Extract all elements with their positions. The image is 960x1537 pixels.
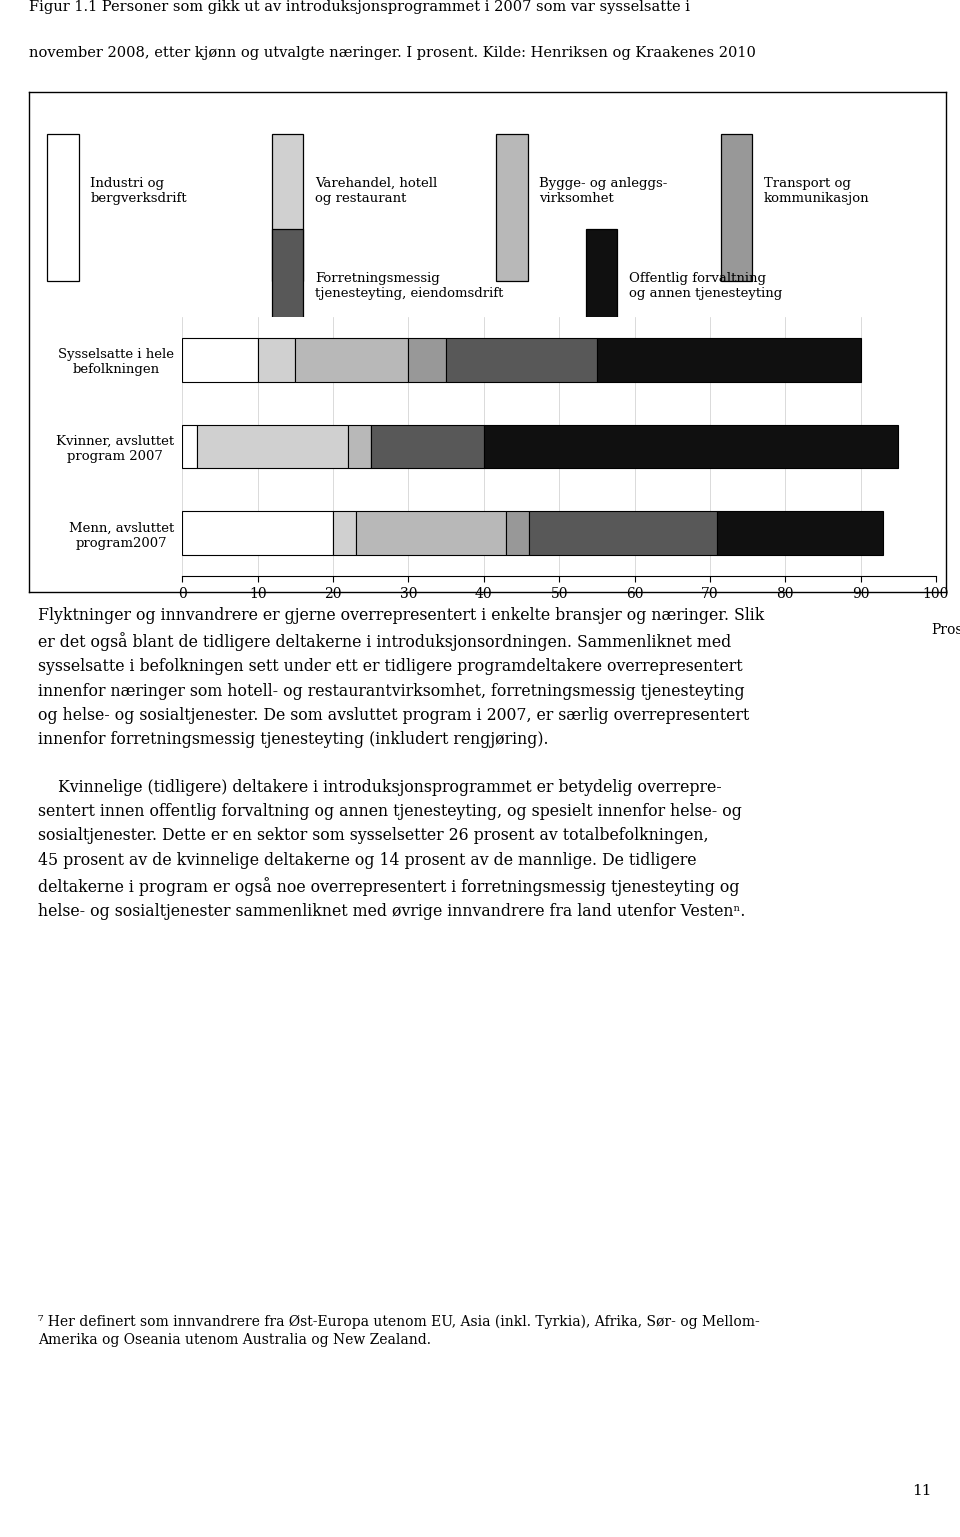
Text: Figur 1.1 Personer som gikk ut av introduksjonsprogrammet i 2007 som var syssels: Figur 1.1 Personer som gikk ut av introd… (29, 0, 690, 14)
Bar (446, 338, 597, 381)
Text: november 2008, etter kjønn og utvalgte næringer. I prosent. Kilde: Henriksen og : november 2008, etter kjønn og utvalgte n… (29, 46, 756, 60)
Bar (529, 512, 717, 555)
Bar (356, 512, 507, 555)
Bar (182, 512, 333, 555)
Bar (597, 338, 860, 381)
Bar (198, 424, 348, 469)
Bar (484, 424, 899, 469)
Text: Forretningsmessig
tjenesteyting, eiendomsdrift: Forretningsmessig tjenesteyting, eiendom… (315, 272, 503, 300)
Bar (182, 424, 198, 469)
Bar (272, 229, 303, 375)
Bar (586, 229, 617, 375)
Bar (296, 338, 409, 381)
Bar (257, 338, 296, 381)
X-axis label: Prosent: Prosent (931, 622, 960, 638)
Bar (272, 134, 303, 281)
Bar (371, 424, 484, 469)
Text: Varehandel, hotell
og restaurant: Varehandel, hotell og restaurant (315, 177, 437, 204)
Bar (717, 512, 883, 555)
Text: ⁷ Her definert som innvandrere fra Øst-Europa utenom EU, Asia (inkl. Tyrkia), Af: ⁷ Her definert som innvandrere fra Øst-E… (38, 1314, 760, 1346)
Bar (333, 512, 356, 555)
Text: Offentlig forvaltning
og annen tjenesteyting: Offentlig forvaltning og annen tjenestey… (629, 272, 782, 300)
Text: Transport og
kommunikasjon: Transport og kommunikasjon (763, 177, 870, 204)
Text: 11: 11 (912, 1483, 931, 1499)
Bar (507, 512, 529, 555)
Bar (47, 134, 79, 281)
Bar (348, 424, 371, 469)
Bar (721, 134, 752, 281)
Text: Industri og
bergverksdrift: Industri og bergverksdrift (90, 177, 187, 204)
Bar (182, 338, 257, 381)
Text: Bygge- og anleggs-
virksomhet: Bygge- og anleggs- virksomhet (540, 177, 667, 204)
Bar (496, 134, 528, 281)
Bar (409, 338, 446, 381)
Text: Flyktninger og innvandrere er gjerne overrepresentert i enkelte bransjer og næri: Flyktninger og innvandrere er gjerne ove… (38, 607, 765, 919)
